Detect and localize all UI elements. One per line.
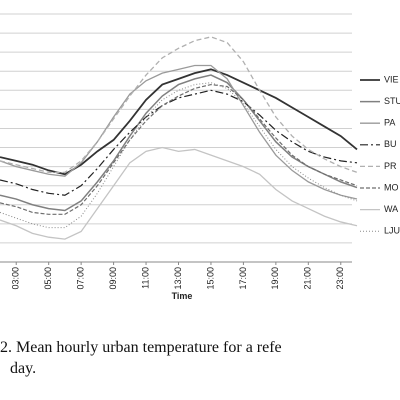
x-tick-label: 13:00 <box>173 267 183 290</box>
caption-line: 2. Mean hourly urban temperature for a r… <box>0 339 282 356</box>
x-axis-title: Time <box>172 291 193 301</box>
x-tick-label: 03:00 <box>11 267 21 290</box>
x-tick-label: 07:00 <box>76 267 86 290</box>
series-line <box>0 83 358 215</box>
legend-label: WA <box>384 204 398 214</box>
legend-label: PA <box>384 118 395 128</box>
series-line <box>0 146 358 240</box>
x-tick-label: 19:00 <box>270 267 280 290</box>
legend-label: LJU <box>384 226 400 236</box>
x-tick-label: 15:00 <box>205 267 215 290</box>
legend-label: MO <box>384 182 399 192</box>
x-tick-label: 23:00 <box>335 267 345 290</box>
legend-label: PR <box>384 161 397 171</box>
x-tick-label: 21:00 <box>303 267 313 290</box>
legend-label: VIE <box>384 74 399 84</box>
x-tick-label: 05:00 <box>43 267 53 290</box>
series-line <box>0 89 358 196</box>
legend-label: BU <box>384 139 397 149</box>
series-line <box>0 36 358 173</box>
series-line <box>0 64 358 200</box>
x-tick-label: 11:00 <box>140 267 150 289</box>
legend-label: STU <box>384 96 400 106</box>
x-tick-label: 09:00 <box>108 267 118 290</box>
caption-line: day. <box>10 360 36 377</box>
x-tick-label: 17:00 <box>238 267 248 290</box>
series-line <box>0 74 358 212</box>
